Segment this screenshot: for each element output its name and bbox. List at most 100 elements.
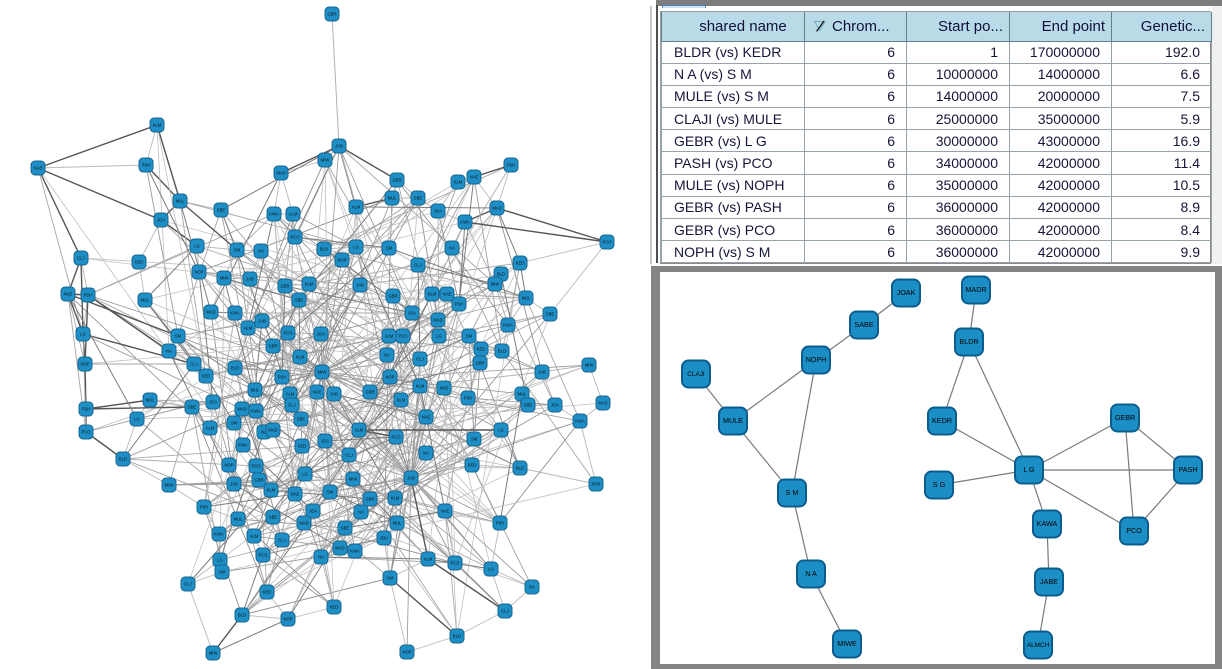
svg-text:GBR: GBR bbox=[254, 478, 263, 483]
svg-text:PCO: PCO bbox=[283, 331, 293, 336]
svg-text:KLM: KLM bbox=[391, 496, 400, 501]
svg-text:ALM: ALM bbox=[250, 534, 259, 539]
svg-text:GBR: GBR bbox=[327, 12, 336, 17]
svg-text:KWA: KWA bbox=[503, 323, 513, 328]
svg-text:LG: LG bbox=[80, 332, 86, 337]
svg-text:LG: LG bbox=[436, 334, 442, 339]
svg-text:CLJ: CLJ bbox=[184, 582, 191, 587]
svg-text:KWA: KWA bbox=[575, 419, 585, 424]
svg-text:PSH: PSH bbox=[455, 302, 464, 307]
svg-text:JAB: JAB bbox=[356, 283, 364, 288]
svg-text:JOA: JOA bbox=[321, 439, 329, 444]
svg-text:NAE: NAE bbox=[443, 292, 452, 297]
svg-text:JOA: JOA bbox=[317, 332, 325, 337]
svg-text:PSH: PSH bbox=[496, 521, 505, 526]
svg-text:GBR: GBR bbox=[280, 284, 289, 289]
svg-text:BLD: BLD bbox=[231, 366, 239, 371]
svg-text:PSH: PSH bbox=[84, 293, 93, 298]
svg-text:PCO: PCO bbox=[258, 553, 268, 558]
svg-text:NAE: NAE bbox=[64, 292, 73, 297]
svg-text:LG: LG bbox=[488, 567, 494, 572]
svg-text:JAB: JAB bbox=[335, 144, 343, 149]
svg-text:MAD: MAD bbox=[492, 206, 501, 211]
svg-text:GBR: GBR bbox=[365, 390, 374, 395]
svg-text:PCO: PCO bbox=[398, 334, 408, 339]
svg-text:N A: N A bbox=[805, 569, 817, 578]
svg-text:KWA: KWA bbox=[230, 311, 240, 316]
svg-text:KLM: KLM bbox=[267, 488, 276, 493]
svg-text:NOP: NOP bbox=[402, 650, 411, 655]
svg-text:PCO: PCO bbox=[81, 430, 91, 435]
svg-text:CLJ: CLJ bbox=[416, 357, 423, 362]
svg-text:KLM: KLM bbox=[397, 398, 406, 403]
svg-text:MUL: MUL bbox=[518, 392, 528, 397]
svg-text:BLD: BLD bbox=[498, 349, 506, 354]
svg-text:SBE: SBE bbox=[341, 526, 350, 531]
svg-text:KED: KED bbox=[135, 260, 144, 265]
svg-text:BLD: BLD bbox=[320, 247, 328, 252]
svg-text:MAD: MAD bbox=[335, 546, 344, 551]
svg-text:NOPH: NOPH bbox=[806, 355, 827, 364]
svg-text:SM: SM bbox=[387, 576, 394, 581]
svg-text:NA: NA bbox=[261, 430, 267, 435]
svg-text:KED: KED bbox=[468, 463, 477, 468]
svg-text:NOP: NOP bbox=[283, 617, 292, 622]
svg-text:KWA: KWA bbox=[460, 220, 470, 225]
svg-text:ALM: ALM bbox=[286, 392, 295, 397]
svg-text:MULE: MULE bbox=[723, 416, 743, 425]
svg-text:MUL: MUL bbox=[393, 521, 403, 526]
svg-text:MAD: MAD bbox=[206, 310, 215, 315]
svg-text:NOP: NOP bbox=[80, 362, 89, 367]
svg-text:JOA: JOA bbox=[551, 403, 559, 408]
svg-text:JOA: JOA bbox=[209, 400, 217, 405]
svg-text:KLM: KLM bbox=[296, 355, 305, 360]
svg-text:SM: SM bbox=[471, 437, 478, 442]
svg-text:NAE: NAE bbox=[440, 386, 449, 391]
svg-text:KLM: KLM bbox=[428, 292, 437, 297]
svg-text:PSH: PSH bbox=[200, 505, 209, 510]
svg-text:PCO: PCO bbox=[1126, 526, 1142, 535]
svg-text:NA: NA bbox=[358, 510, 364, 515]
svg-text:GBR: GBR bbox=[388, 294, 397, 299]
svg-text:KEDR: KEDR bbox=[932, 416, 952, 425]
svg-text:JOA: JOA bbox=[309, 509, 317, 514]
svg-text:CLJ: CLJ bbox=[190, 362, 197, 367]
svg-text:GBR: GBR bbox=[365, 497, 374, 502]
svg-text:NOP: NOP bbox=[591, 482, 600, 487]
svg-text:LG: LG bbox=[217, 558, 223, 563]
svg-text:S G: S G bbox=[933, 480, 946, 489]
svg-text:KED: KED bbox=[263, 590, 272, 595]
svg-text:NA: NA bbox=[318, 555, 324, 560]
svg-text:SM: SM bbox=[231, 421, 238, 426]
svg-text:MUL: MUL bbox=[234, 517, 244, 522]
svg-text:MIW: MIW bbox=[209, 651, 218, 656]
svg-text:MUL: MUL bbox=[146, 398, 156, 403]
svg-text:KLM: KLM bbox=[153, 123, 162, 128]
svg-text:GEBR: GEBR bbox=[1115, 413, 1135, 422]
svg-text:SM: SM bbox=[327, 490, 334, 495]
svg-text:CLJ: CLJ bbox=[288, 403, 295, 408]
svg-text:CLJ: CLJ bbox=[414, 263, 421, 268]
svg-text:BLD: BLD bbox=[238, 613, 246, 618]
svg-text:SBE: SBE bbox=[188, 405, 197, 410]
svg-text:PSH: PSH bbox=[82, 407, 91, 412]
svg-text:MAD: MAD bbox=[237, 407, 246, 412]
svg-text:LG: LG bbox=[302, 472, 308, 477]
svg-text:MIW: MIW bbox=[349, 477, 358, 482]
svg-text:MIW: MIW bbox=[165, 483, 174, 488]
svg-text:KED: KED bbox=[516, 261, 525, 266]
svg-text:NAE: NAE bbox=[470, 175, 479, 180]
svg-text:MUL: MUL bbox=[522, 296, 532, 301]
svg-text:SBE: SBE bbox=[297, 417, 306, 422]
svg-text:SBE: SBE bbox=[217, 208, 226, 213]
svg-text:PCO: PCO bbox=[251, 464, 261, 469]
svg-text:KWA: KWA bbox=[238, 443, 248, 448]
svg-text:JAB: JAB bbox=[330, 392, 338, 397]
svg-text:L G: L G bbox=[1023, 465, 1035, 474]
svg-text:NAE: NAE bbox=[422, 415, 431, 420]
svg-text:SBE: SBE bbox=[269, 515, 278, 520]
svg-text:NOP: NOP bbox=[194, 270, 203, 275]
svg-text:MIW: MIW bbox=[585, 363, 594, 368]
svg-text:SM: SM bbox=[175, 334, 182, 339]
svg-text:LG: LG bbox=[134, 417, 140, 422]
